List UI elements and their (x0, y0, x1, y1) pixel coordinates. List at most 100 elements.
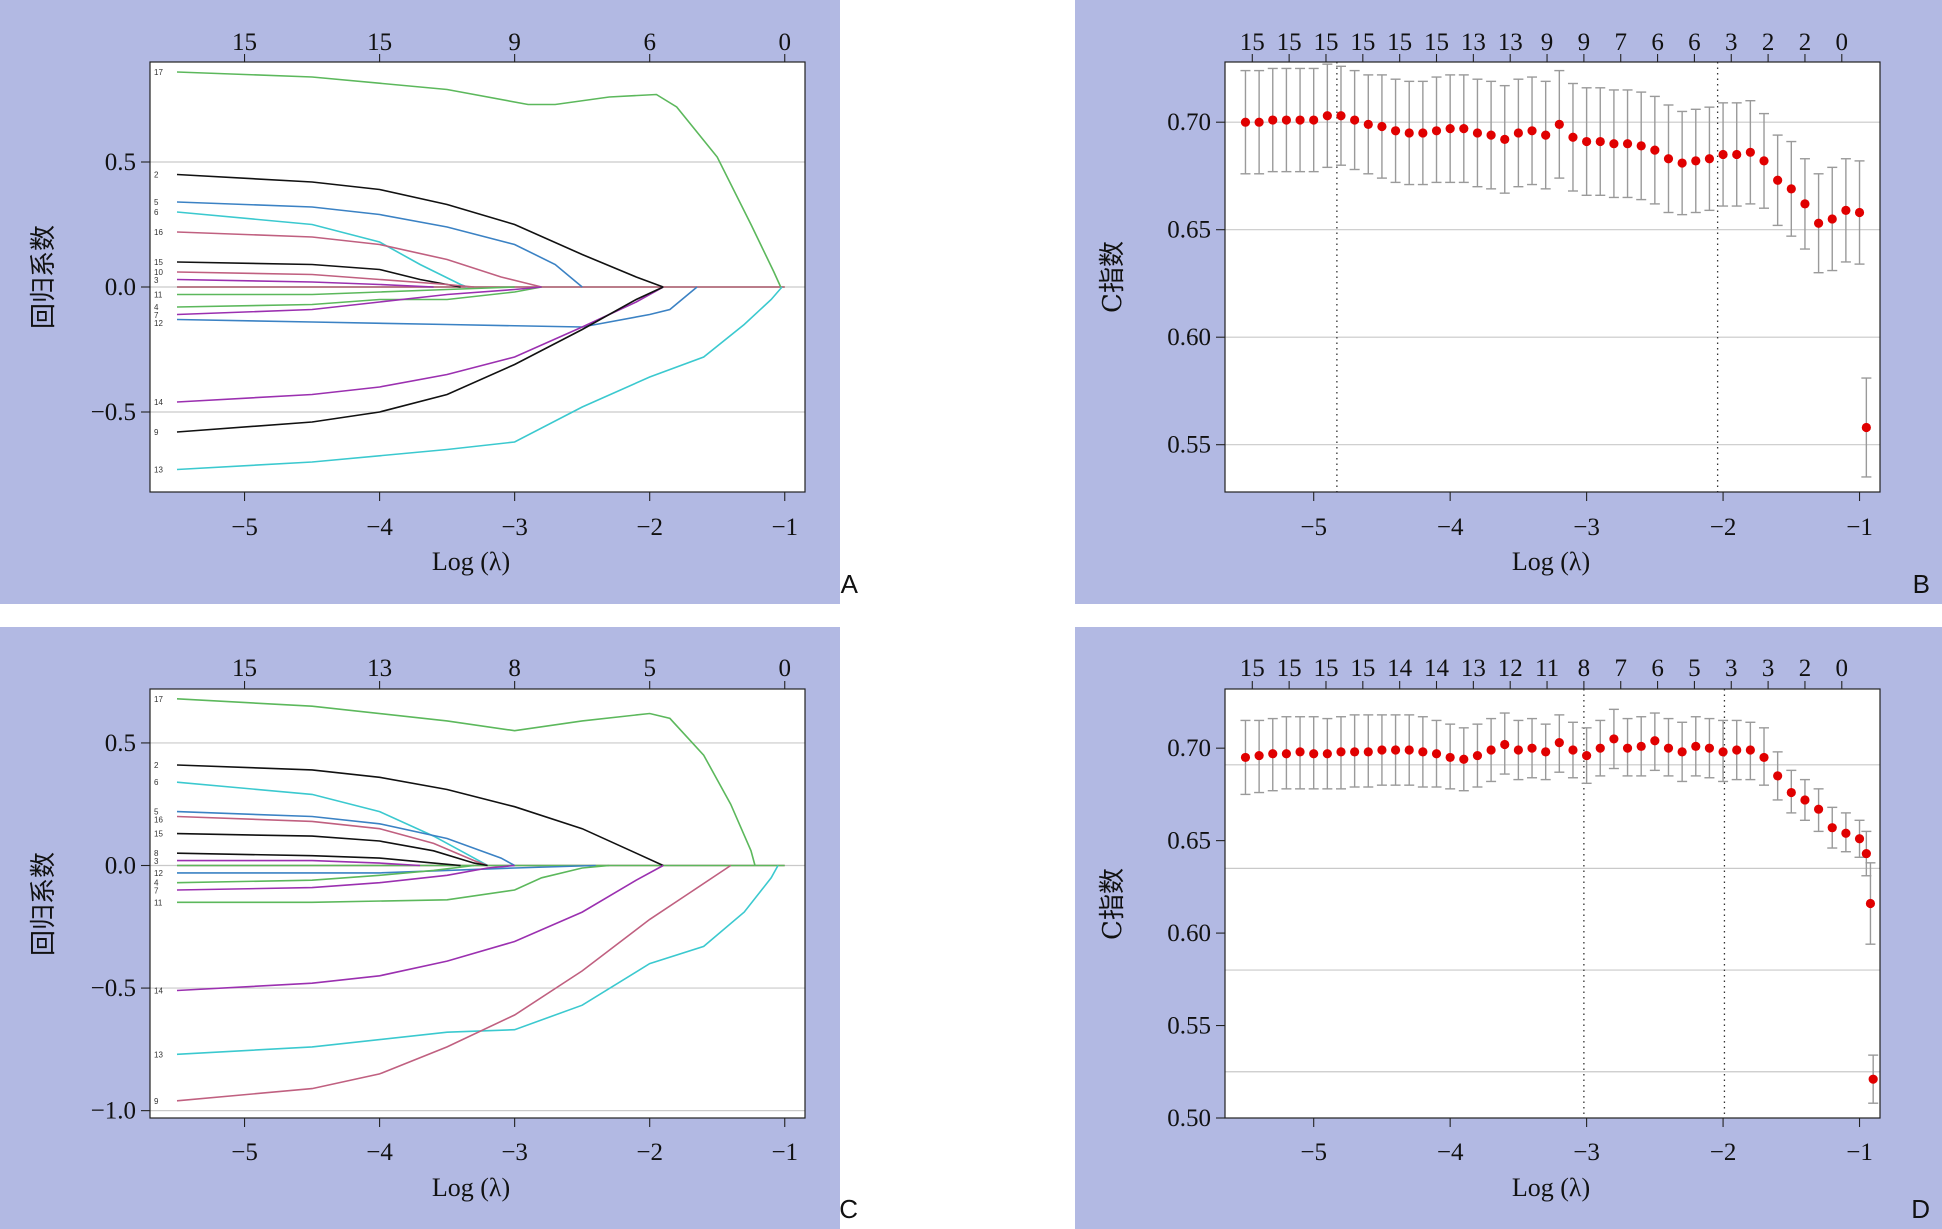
cv-point (1240, 117, 1251, 127)
x-tick-label: −2 (636, 1139, 663, 1166)
cv-point (1295, 115, 1305, 125)
cv-point (1732, 745, 1742, 755)
top-axis-label: 9 (1541, 29, 1554, 56)
y-tick-label: 0.60 (1167, 324, 1211, 351)
y-tick-label: 0.50 (1167, 1105, 1211, 1132)
top-axis-label: 14 (1424, 655, 1450, 682)
coefficient-path-14 (176, 864, 664, 992)
plot-area (150, 62, 805, 492)
top-axis-label: 5 (643, 655, 656, 682)
coefficient-path-6 (176, 211, 468, 288)
coefficient-path-16 (176, 231, 542, 288)
cv-point (1418, 747, 1428, 757)
cv-point (1554, 119, 1564, 129)
x-tick-label: −4 (366, 514, 393, 541)
top-axis-label: 3 (1725, 29, 1738, 56)
series-label-2: 2 (154, 761, 159, 770)
cv-point (1732, 149, 1742, 160)
cv-point (1786, 787, 1796, 798)
y-tick-label: 0.60 (1167, 920, 1211, 947)
series-label-2: 2 (154, 171, 159, 180)
x-tick-label: −3 (1573, 1139, 1600, 1166)
y-axis-title: 回归系数 (29, 225, 59, 329)
x-tick-label: −2 (1710, 1139, 1737, 1166)
cv-point (1459, 754, 1469, 764)
y-tick-label: 0.65 (1167, 828, 1211, 855)
cv-point (1513, 128, 1523, 138)
top-axis-label: 0 (778, 655, 791, 682)
panel-d: −5 −4 −3 −2 −1 0.70 0.65 0.60 0.55 0.50 15 15 15 15 14… (1075, 627, 1942, 1229)
coefficient-path-17 (176, 71, 782, 288)
coefficient-path-15 (176, 832, 488, 867)
top-axis-label: 15 (1313, 655, 1338, 682)
coefficient-path-10 (176, 271, 475, 288)
x-tick-label: −3 (1573, 514, 1600, 541)
series-label-15: 15 (154, 830, 163, 839)
x-tick-label: −3 (501, 1139, 528, 1166)
cv-point (1377, 745, 1387, 755)
cv-point (1541, 130, 1551, 140)
top-axis-label: 15 (1240, 655, 1265, 682)
cv-point (1554, 738, 1564, 748)
coefficient-path-9 (176, 286, 664, 433)
cv-point (1827, 214, 1837, 224)
panel-b: −5 −4 −3 −2 −1 0.70 0.65 0.60 0.55 15 15 15 15 15 15 13… (1075, 0, 1942, 604)
top-axis-label: 15 (1277, 29, 1302, 56)
top-axis-label: 15 (1240, 29, 1265, 56)
y-tick-label: 0.0 (105, 274, 136, 301)
cv-point (1240, 752, 1251, 763)
series-label-9: 9 (154, 428, 159, 437)
cv-point (1281, 749, 1292, 759)
top-axis-label: 13 (1461, 29, 1486, 56)
coefficient-path-16 (176, 815, 488, 867)
x-tick-label: −3 (501, 514, 528, 541)
cv-point (1841, 828, 1851, 838)
coefficient-path-15 (176, 261, 461, 288)
plot-area (150, 689, 805, 1118)
coefficient-path-7 (176, 286, 542, 316)
cv-point (1609, 734, 1619, 744)
cv-point (1445, 752, 1455, 763)
cv-point (1513, 745, 1523, 755)
plot-frame (1224, 688, 1881, 1119)
cv-point (1431, 126, 1442, 136)
y-tick-label: 0.5 (105, 149, 136, 176)
y-axis-title: C指数 (1098, 868, 1128, 940)
cv-point (1800, 199, 1810, 209)
series-label-11: 11 (154, 898, 163, 907)
series-label-5: 5 (154, 808, 159, 817)
cv-point (1622, 743, 1633, 753)
cv-point (1773, 175, 1783, 185)
series-label-4: 4 (154, 879, 159, 888)
cv-point (1595, 136, 1605, 147)
cv-point (1636, 741, 1646, 751)
cv-point (1459, 124, 1469, 134)
series-label-13: 13 (154, 466, 163, 475)
cv-point (1786, 184, 1796, 194)
cv-point (1527, 743, 1537, 753)
top-axis-label: 0 (1836, 655, 1849, 682)
top-axis-label: 15 (1277, 655, 1302, 682)
top-axis-label: 15 (1424, 29, 1449, 56)
coefficient-path-9 (176, 864, 732, 1102)
series-label-14: 14 (154, 398, 163, 407)
cv-point (1582, 136, 1592, 147)
top-axis-label: 9 (508, 29, 521, 56)
cv-point (1813, 804, 1824, 814)
top-axis-label: 13 (1461, 655, 1486, 682)
cv-point (1500, 739, 1510, 750)
cv-point (1431, 749, 1442, 759)
series-label-15: 15 (154, 258, 163, 267)
series-label-17: 17 (154, 695, 163, 704)
series-label-6: 6 (154, 208, 159, 217)
coefficient-path-2 (176, 173, 664, 288)
cv-point (1568, 745, 1578, 755)
cv-point (1268, 115, 1278, 125)
cv-point (1691, 156, 1701, 166)
cv-point (1827, 823, 1837, 833)
top-axis-label: 6 (1651, 29, 1664, 56)
cv-point (1582, 750, 1592, 761)
x-axis-title: Log (λ) (1512, 547, 1590, 576)
